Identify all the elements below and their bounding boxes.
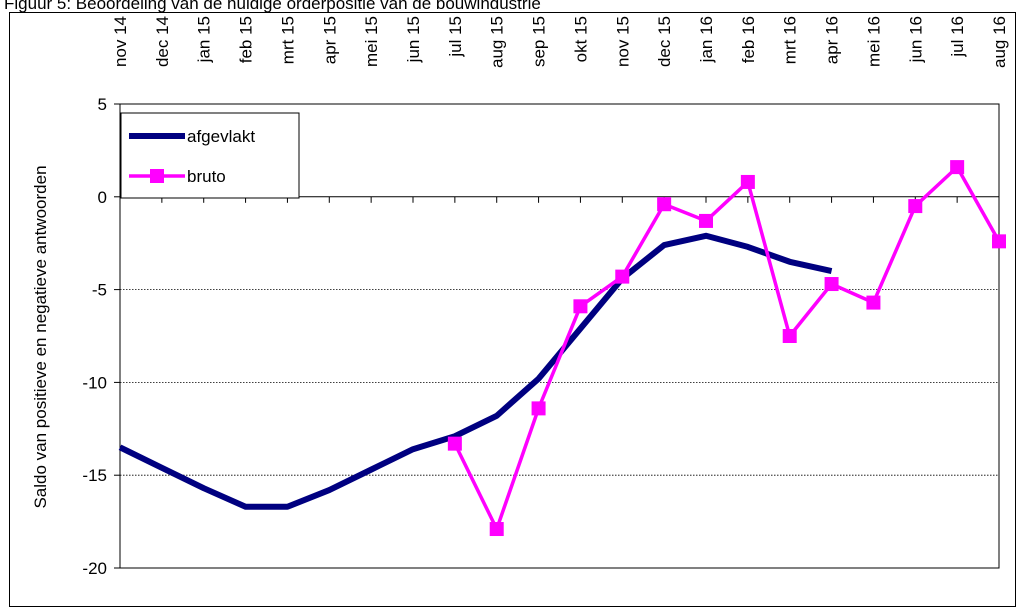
x-tick-label: feb 15 bbox=[237, 16, 256, 63]
data-point-bruto bbox=[531, 401, 546, 416]
legend: afgevlakt bruto bbox=[120, 112, 300, 199]
y-axis-label: Saldo van positieve en negatieve antwoor… bbox=[31, 165, 50, 508]
chart-caption: Figuur 5: Beoordeling van de huidige ord… bbox=[4, 0, 541, 13]
x-tick-label: feb 16 bbox=[739, 16, 758, 63]
x-tick-labels: nov 14 dec 14 jan 15 feb 15 mrt 15 apr 15 mei … bbox=[111, 16, 1009, 68]
legend-box bbox=[120, 112, 300, 199]
data-point-bruto bbox=[699, 213, 713, 228]
x-tick-label: aug 16 bbox=[990, 16, 1009, 68]
gridlines bbox=[120, 289, 999, 476]
x-tick-label: dec 15 bbox=[655, 16, 674, 67]
y-tick-label: 0 bbox=[98, 188, 107, 207]
x-tick-label: jan 15 bbox=[195, 16, 214, 63]
x-tick-label: mei 15 bbox=[362, 16, 381, 67]
x-tick-label: mrt 15 bbox=[278, 16, 297, 64]
y-tick-label: -15 bbox=[82, 466, 107, 485]
data-point-bruto bbox=[782, 329, 797, 343]
x-tick-label: jun 15 bbox=[404, 16, 423, 63]
data-point-bruto bbox=[824, 277, 839, 292]
data-point-bruto bbox=[908, 199, 923, 214]
y-tick-label: -10 bbox=[82, 373, 107, 392]
x-tick-label: mei 16 bbox=[864, 16, 883, 67]
legend-label-afgevlakt: afgevlakt bbox=[187, 127, 255, 146]
legend-marker-bruto bbox=[150, 169, 164, 183]
plot-border bbox=[119, 103, 1000, 569]
x-tick-label: apr 16 bbox=[823, 16, 842, 64]
x-tick-label: jul 15 bbox=[446, 16, 465, 58]
data-point-bruto bbox=[866, 295, 881, 310]
y-tick-labels: 5 0 -5 -10 -15 -20 bbox=[82, 95, 107, 578]
data-point-bruto bbox=[615, 269, 630, 284]
data-point-bruto bbox=[573, 299, 588, 314]
x-tick-label: okt 15 bbox=[571, 16, 590, 62]
data-point-bruto bbox=[950, 160, 965, 175]
x-tick-label: apr 15 bbox=[320, 16, 339, 64]
x-tick-label: jun 16 bbox=[906, 16, 925, 63]
x-tick-label: mrt 16 bbox=[781, 16, 800, 64]
x-tick-label: dec 14 bbox=[153, 16, 172, 67]
data-point-bruto bbox=[447, 436, 462, 451]
y-tick-label: 5 bbox=[98, 95, 107, 114]
y-tick-label: -5 bbox=[92, 281, 107, 300]
series-group bbox=[118, 160, 1006, 537]
x-tick-label: nov 15 bbox=[613, 16, 632, 67]
x-tick-label: jan 16 bbox=[697, 16, 716, 63]
series-line-afgevlakt bbox=[118, 232, 833, 510]
data-point-bruto bbox=[740, 174, 755, 189]
x-tick-label: nov 14 bbox=[111, 16, 130, 67]
data-point-bruto bbox=[992, 234, 1006, 249]
series-line-bruto bbox=[453, 165, 1001, 531]
x-tick-label: sep 15 bbox=[530, 16, 549, 67]
data-point-bruto bbox=[489, 522, 504, 537]
y-tick-label: -20 bbox=[82, 559, 107, 578]
data-point-bruto bbox=[657, 197, 672, 212]
chart-frame bbox=[9, 12, 1016, 607]
x-tick-label: aug 15 bbox=[488, 16, 507, 68]
legend-label-bruto: bruto bbox=[187, 167, 226, 186]
x-tick-label: jul 16 bbox=[948, 16, 967, 58]
